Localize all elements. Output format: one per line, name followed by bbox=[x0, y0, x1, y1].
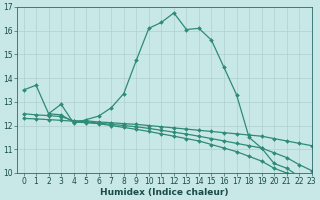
X-axis label: Humidex (Indice chaleur): Humidex (Indice chaleur) bbox=[100, 188, 229, 197]
